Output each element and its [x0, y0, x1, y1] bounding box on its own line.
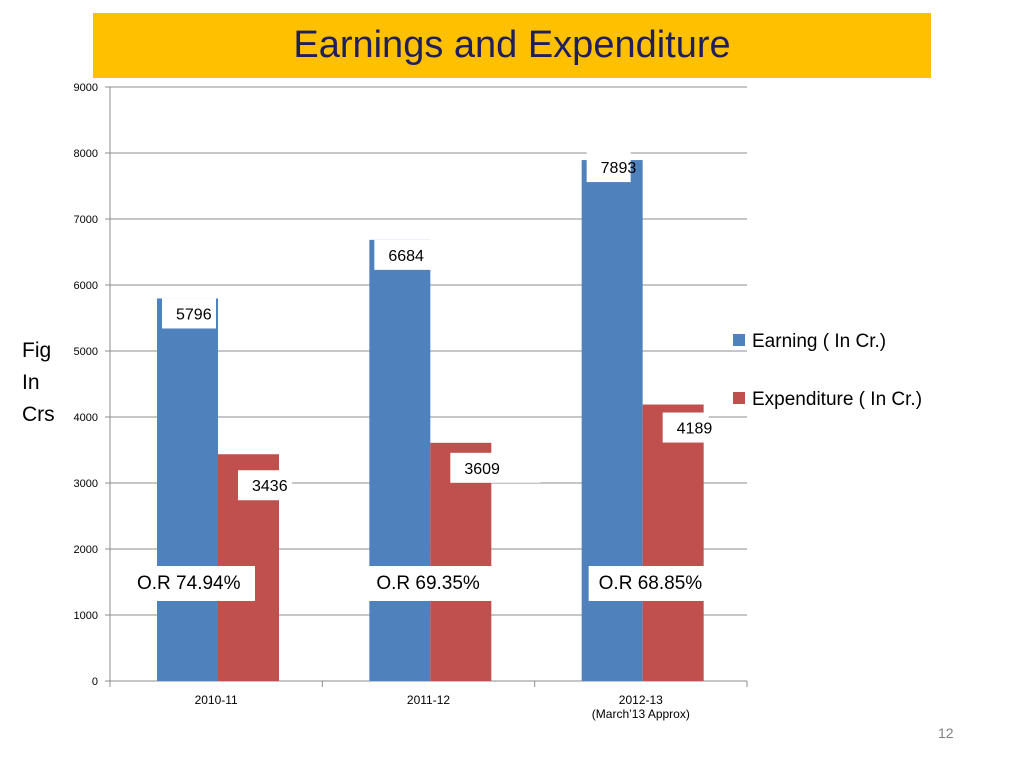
or-annotation-box — [588, 566, 717, 601]
or-annotation: O.R 69.35% — [376, 573, 480, 594]
data-label-box — [586, 152, 631, 183]
legend-entry: Expenditure ( In Cr.) — [752, 389, 922, 410]
chart-title: Earnings and Expenditure — [293, 24, 731, 66]
or-annotation-box — [127, 566, 255, 601]
data-label-box — [374, 239, 457, 270]
legend-entry: Earning ( In Cr.) — [752, 331, 886, 352]
y-tick-label: 8000 — [74, 148, 98, 160]
x-tick-sublabel: (March’13 Approx) — [592, 707, 690, 721]
data-label-box — [162, 298, 216, 329]
legend-swatch — [733, 392, 745, 404]
y-tick-label: 7000 — [74, 214, 98, 226]
data-label: 7893 — [601, 160, 637, 177]
y-axis-label: Fig In Crs — [22, 335, 55, 431]
data-label-box — [662, 412, 709, 443]
y-tick-label: 1000 — [74, 610, 98, 622]
x-tick-label: 2012-13 — [619, 693, 663, 707]
data-label: 6684 — [388, 248, 424, 265]
or-annotation: O.R 74.94% — [137, 573, 241, 594]
bar-earning — [369, 239, 431, 681]
y-axis-label-line: In — [22, 371, 40, 394]
y-tick-label: 2000 — [74, 544, 98, 556]
x-tick-label: 2011-12 — [407, 693, 450, 707]
y-tick-label: 6000 — [74, 280, 98, 292]
data-label-box — [238, 470, 292, 501]
y-tick-label: 9000 — [74, 82, 98, 94]
data-label: 3609 — [464, 461, 500, 478]
data-label: 4189 — [677, 421, 713, 438]
legend-swatch — [733, 334, 745, 346]
y-axis-label-line: Fig — [22, 339, 52, 362]
bar-earning — [581, 160, 643, 681]
page-number: 12 — [938, 725, 954, 741]
data-label: 3436 — [252, 478, 288, 495]
or-annotation-box — [366, 566, 495, 601]
y-tick-label: 3000 — [74, 478, 98, 490]
bar-expenditure — [642, 404, 704, 681]
y-axis-label-line: Crs — [22, 403, 55, 426]
y-tick-label: 5000 — [74, 346, 98, 358]
data-label-box — [450, 452, 541, 483]
x-tick-label: 2010-11 — [195, 693, 238, 707]
bar-earning — [157, 298, 218, 681]
y-tick-label: 0 — [92, 676, 98, 688]
title-banner: Earnings and Expenditure — [93, 13, 931, 78]
data-label: 5796 — [176, 306, 212, 323]
y-tick-label: 4000 — [74, 412, 98, 424]
or-annotation: O.R 68.85% — [599, 573, 703, 594]
